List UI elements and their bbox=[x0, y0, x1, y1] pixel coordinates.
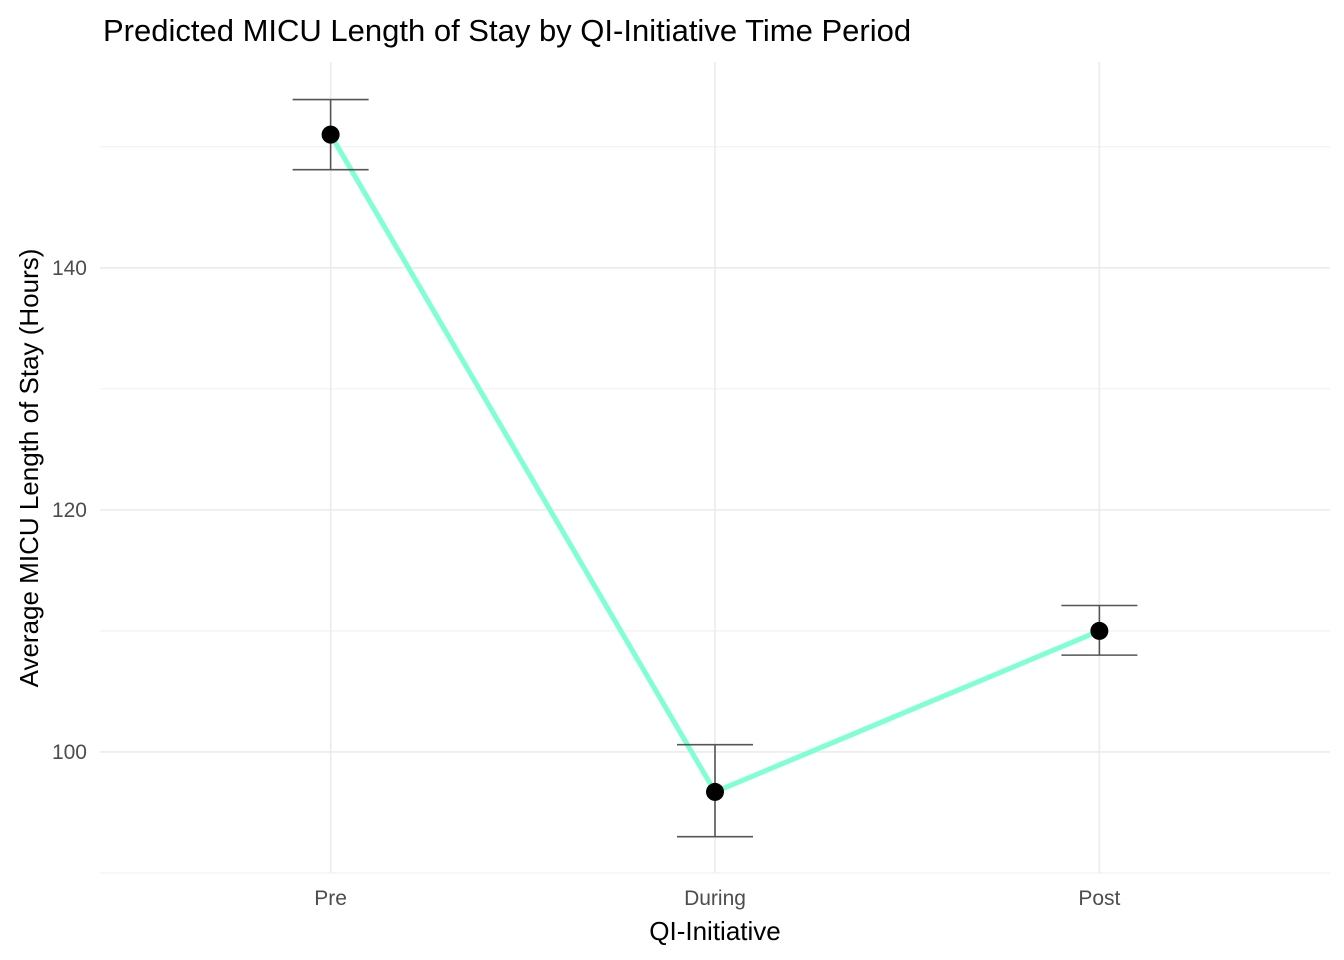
x-tick-label: Pre bbox=[314, 887, 347, 910]
tick-label-layer: 100 120 140 Pre During Post bbox=[52, 257, 1121, 910]
y-axis-title: Average MICU Length of Stay (Hours) bbox=[14, 249, 44, 688]
x-axis-title: QI-Initiative bbox=[649, 916, 781, 946]
x-tick-label: Post bbox=[1078, 887, 1120, 910]
data-point bbox=[706, 782, 724, 801]
data-point bbox=[321, 125, 340, 144]
x-tick-label: During bbox=[684, 887, 746, 910]
chart-title: Predicted MICU Length of Stay by QI-Init… bbox=[103, 13, 911, 48]
y-tick-label: 140 bbox=[52, 257, 87, 280]
y-tick-label: 100 bbox=[52, 741, 87, 764]
data-point bbox=[1090, 621, 1109, 640]
y-tick-label: 120 bbox=[52, 499, 87, 522]
point-layer bbox=[321, 125, 1109, 801]
